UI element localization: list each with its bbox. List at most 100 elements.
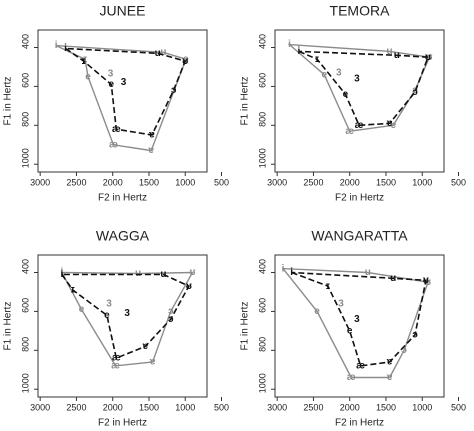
x-tick-label: 500 xyxy=(214,177,229,187)
vowel-label: u xyxy=(155,48,161,59)
vowel-label: ɪ xyxy=(82,56,86,67)
vowel-label: u xyxy=(160,269,166,280)
y-axis-label: F1 in Hertz xyxy=(240,77,251,126)
vowel-label: u xyxy=(387,46,393,57)
x-tick-label: 500 xyxy=(451,177,466,187)
x-tick-label: 1500 xyxy=(139,177,159,187)
y-tick-label: 600 xyxy=(257,298,267,313)
x-tick-label: 1000 xyxy=(412,177,432,187)
y-axis-label: F1 in Hertz xyxy=(240,302,251,351)
vowel-label: i xyxy=(288,39,291,50)
vowel-label: æ xyxy=(355,120,364,131)
vowel-label: e xyxy=(85,71,91,82)
vowel-label: ɪ xyxy=(326,281,330,292)
x-tick-label: 1500 xyxy=(376,402,396,412)
vowel-label: i xyxy=(64,43,67,54)
x-tick-label: 3000 xyxy=(30,177,50,187)
x-tick-label: 3000 xyxy=(267,177,287,187)
vowel-label: ʊ xyxy=(425,52,431,63)
x-tick-label: 2500 xyxy=(66,177,86,187)
y-tick-label: 400 xyxy=(257,259,267,274)
x-tick-label: 2000 xyxy=(340,177,360,187)
x-axis-label: F2 in Hertz xyxy=(335,193,384,204)
y-tick-label: 800 xyxy=(20,337,30,352)
x-tick-label: 3000 xyxy=(267,402,287,412)
vowel-label: ʊ xyxy=(423,275,429,286)
vowel-label: ʊ xyxy=(182,56,188,67)
x-axis-label: F2 in Hertz xyxy=(335,418,384,429)
vowel-label: i xyxy=(298,46,301,57)
vowel-label: e xyxy=(347,326,353,337)
x-tick-label: 2500 xyxy=(303,402,323,412)
vowel-label: æ xyxy=(356,361,365,372)
vowel-marker: 3 xyxy=(106,298,112,309)
vowel-label: ʊ xyxy=(186,281,192,292)
panel: TEMORA 3000 2500 2000 1500 1000 500 400 600 800 10… xyxy=(240,3,466,204)
y-tick-label: 1000 xyxy=(20,148,30,168)
plot-frame xyxy=(274,29,445,173)
x-tick-label: 2500 xyxy=(66,402,86,412)
x-tick-label: 3000 xyxy=(30,402,50,412)
x-tick-label: 2500 xyxy=(303,177,323,187)
vowel-label: u xyxy=(365,267,371,278)
y-tick-label: 1000 xyxy=(257,148,267,168)
vowel-label: ɔ xyxy=(401,345,407,356)
y-axis-label: F1 in Hertz xyxy=(3,77,14,126)
vowel-marker: 3 xyxy=(124,308,130,319)
vowel-label: ɐ xyxy=(386,372,393,383)
vowel-marker: 3 xyxy=(338,298,344,309)
vowel-label: ɐ xyxy=(149,357,156,368)
vowel-label: ɔ xyxy=(168,314,174,325)
vowel-label: ɪ xyxy=(71,285,75,296)
vowel-label: e xyxy=(343,89,349,100)
y-axis-label: F1 in Hertz xyxy=(3,302,14,351)
y-tick-label: 400 xyxy=(20,259,30,274)
x-tick-label: 1500 xyxy=(376,177,396,187)
panel-title: WAGGA xyxy=(96,228,150,244)
vowel-label: u xyxy=(160,47,166,58)
x-tick-label: 2000 xyxy=(103,402,123,412)
vowel-label: e xyxy=(314,306,320,317)
vowel-label: i xyxy=(61,269,64,280)
vowel-label: u xyxy=(135,268,141,279)
vowel-label: ɔ xyxy=(183,54,189,65)
y-tick-label: 600 xyxy=(20,73,30,88)
vowel-marker: 3 xyxy=(354,314,360,325)
plot-frame xyxy=(274,254,445,398)
vowel-label: ɐ xyxy=(386,118,393,129)
panel-title: TEMORA xyxy=(330,3,391,19)
plot-frame xyxy=(37,254,208,398)
vowel-line xyxy=(60,271,194,367)
vowel-marker: 3 xyxy=(336,67,342,78)
vowel-label: e xyxy=(108,79,114,90)
vowel-marker: 3 xyxy=(108,68,114,79)
x-axis-label: F2 in Hertz xyxy=(98,193,147,204)
vowel-label: ɔ xyxy=(412,329,418,340)
vowel-label: ʊ xyxy=(189,267,195,278)
x-tick-label: 1000 xyxy=(412,402,432,412)
vowel-label: æ xyxy=(345,126,354,137)
vowel-label: æ xyxy=(112,353,121,364)
vowel-label: i xyxy=(55,40,58,51)
vowel-line xyxy=(62,47,187,136)
vowel-label: ɔ xyxy=(168,306,174,317)
panel-title: WANGARATTA xyxy=(311,228,408,244)
x-tick-label: 500 xyxy=(214,402,229,412)
vowel-label: æ xyxy=(347,372,356,383)
plot-frame xyxy=(37,29,208,173)
vowel-line xyxy=(287,43,431,132)
vowel-label: æ xyxy=(109,139,118,150)
y-tick-label: 400 xyxy=(257,34,267,49)
vowel-label: ɐ xyxy=(147,145,154,156)
vowel-label: ɐ xyxy=(148,130,155,141)
x-axis-label: F2 in Hertz xyxy=(98,418,147,429)
x-tick-label: 1000 xyxy=(175,402,195,412)
y-tick-label: 600 xyxy=(257,73,267,88)
vowel-label: ɐ xyxy=(389,120,396,131)
vowel-label: æ xyxy=(111,361,120,372)
vowel-label: æ xyxy=(112,124,121,135)
vowel-line xyxy=(55,44,187,152)
x-tick-label: 2000 xyxy=(340,402,360,412)
y-tick-label: 600 xyxy=(20,298,30,313)
